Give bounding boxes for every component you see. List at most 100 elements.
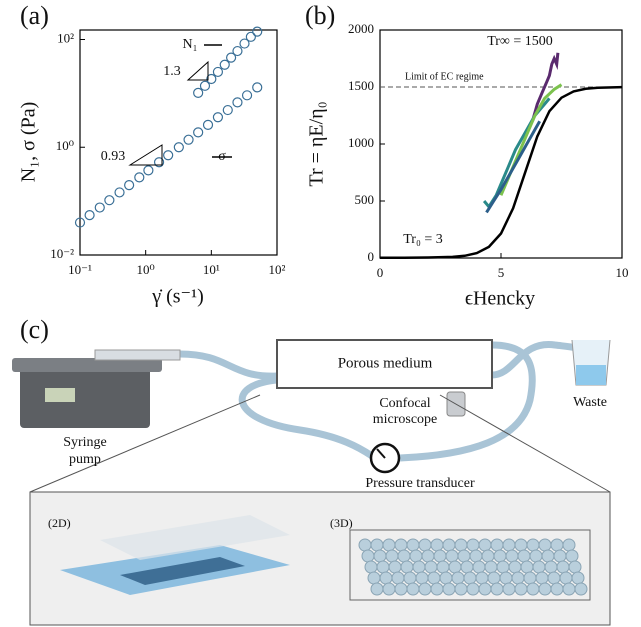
sphere xyxy=(509,561,521,573)
data-point xyxy=(85,211,94,220)
data-point xyxy=(213,113,222,122)
sphere xyxy=(521,561,533,573)
diagram xyxy=(12,340,610,625)
sphere xyxy=(398,550,410,562)
sphere xyxy=(419,583,431,595)
sphere xyxy=(479,539,491,551)
data-point xyxy=(105,196,114,205)
panel-label: (a) xyxy=(20,1,49,30)
sphere xyxy=(467,539,479,551)
x-tick-label: 0 xyxy=(377,265,384,280)
sphere xyxy=(515,583,527,595)
data-point xyxy=(164,151,173,160)
sphere xyxy=(503,539,515,551)
y-tick-label: 10⁻² xyxy=(50,246,74,261)
data-line xyxy=(484,98,549,206)
tube xyxy=(242,380,372,456)
sphere xyxy=(431,539,443,551)
sphere xyxy=(428,572,440,584)
y-tick-label: 1500 xyxy=(348,78,374,93)
y-axis-label: Tr = ηE/η₀ xyxy=(306,101,328,186)
sphere xyxy=(551,539,563,551)
y-tick-label: 10² xyxy=(57,30,74,45)
sphere xyxy=(497,561,509,573)
sphere xyxy=(566,550,578,562)
sphere xyxy=(524,572,536,584)
data-line xyxy=(487,121,540,212)
sphere xyxy=(449,561,461,573)
sphere xyxy=(368,572,380,584)
sphere xyxy=(452,572,464,584)
sphere xyxy=(515,539,527,551)
sphere xyxy=(563,583,575,595)
porous-label: Porous medium xyxy=(338,355,433,371)
data-point xyxy=(243,91,252,100)
sphere xyxy=(485,561,497,573)
sphere xyxy=(536,572,548,584)
x-tick-label: 5 xyxy=(498,265,505,280)
microscope-label: Confocal xyxy=(379,396,430,411)
sphere xyxy=(407,539,419,551)
x-axis-label: ϵHencky xyxy=(465,288,535,310)
data-point xyxy=(253,83,262,92)
sphere xyxy=(371,583,383,595)
sphere xyxy=(545,561,557,573)
sphere xyxy=(473,561,485,573)
sphere xyxy=(503,583,515,595)
sphere xyxy=(512,572,524,584)
syringe xyxy=(95,350,180,360)
sphere xyxy=(506,550,518,562)
tube xyxy=(180,354,277,376)
pump-body xyxy=(20,368,150,428)
annotation: 0.93 xyxy=(101,149,126,164)
sphere xyxy=(410,550,422,562)
sphere xyxy=(527,539,539,551)
sphere xyxy=(395,583,407,595)
slope-triangle xyxy=(130,145,162,165)
sphere xyxy=(464,572,476,584)
sphere xyxy=(365,561,377,573)
annotation: Tr∞ = 1500 xyxy=(487,34,553,49)
pump-screen xyxy=(45,388,75,402)
sphere xyxy=(362,550,374,562)
figure: (c) Porous medium Confocal microscope Sy… xyxy=(0,0,641,627)
sphere xyxy=(458,550,470,562)
plot-frame xyxy=(380,30,622,258)
data-point xyxy=(174,143,183,152)
panel-label: (b) xyxy=(305,1,335,30)
sphere xyxy=(554,550,566,562)
sphere xyxy=(557,561,569,573)
sphere xyxy=(569,561,581,573)
sphere xyxy=(575,583,587,595)
sphere xyxy=(413,561,425,573)
sphere xyxy=(404,572,416,584)
sphere xyxy=(371,539,383,551)
transducer-label: Pressure transducer xyxy=(365,476,475,491)
x-tick-label: 10¹ xyxy=(203,262,220,277)
sphere xyxy=(434,550,446,562)
data-point xyxy=(194,88,203,97)
x-tick-label: 10 xyxy=(616,265,629,280)
microscope-label: microscope xyxy=(373,412,438,427)
slope-triangle xyxy=(188,62,208,80)
sphere xyxy=(446,550,458,562)
inset-label: (3D) xyxy=(330,516,353,530)
pump-label: pump xyxy=(69,452,101,467)
sphere xyxy=(482,550,494,562)
sphere xyxy=(461,561,473,573)
sphere xyxy=(389,561,401,573)
sphere-pack xyxy=(359,539,587,595)
sphere xyxy=(560,572,572,584)
sphere xyxy=(395,539,407,551)
data-point xyxy=(125,181,134,190)
y-tick-label: 1000 xyxy=(348,135,374,150)
sphere xyxy=(551,583,563,595)
sphere xyxy=(455,583,467,595)
sphere xyxy=(467,583,479,595)
sphere xyxy=(572,572,584,584)
data-point xyxy=(223,106,232,115)
sphere xyxy=(383,539,395,551)
data-point xyxy=(95,203,104,212)
sphere xyxy=(440,572,452,584)
sphere xyxy=(518,550,530,562)
